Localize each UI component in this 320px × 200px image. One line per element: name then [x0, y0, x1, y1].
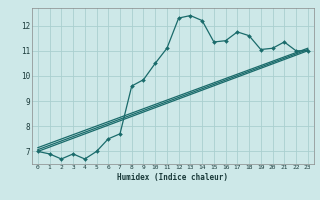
- X-axis label: Humidex (Indice chaleur): Humidex (Indice chaleur): [117, 173, 228, 182]
